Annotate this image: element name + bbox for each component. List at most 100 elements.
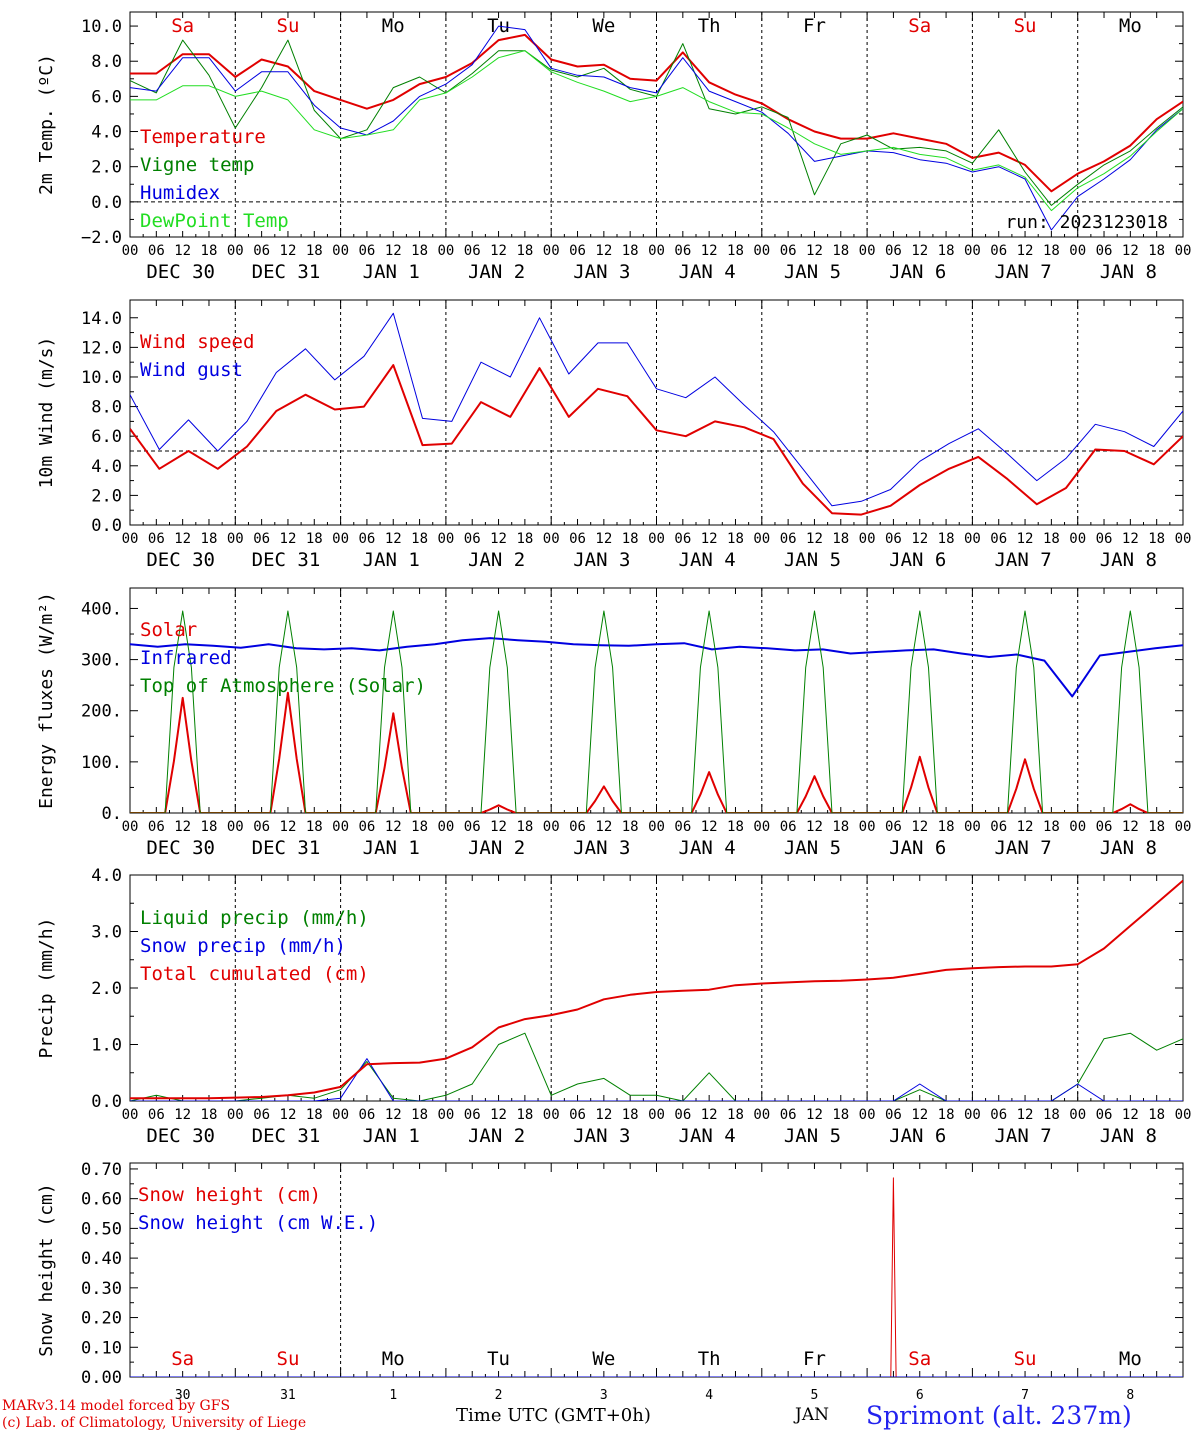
x-day-number: 3: [600, 1388, 608, 1403]
x-axis-title: Time UTC (GMT+0h): [456, 1405, 651, 1426]
x-hour-label: 12: [490, 819, 507, 835]
x-hour-label: 00: [227, 243, 244, 259]
x-hour-label: 12: [1122, 1107, 1139, 1123]
x-day-number: 2: [495, 1388, 503, 1403]
y-tick-label: 3.0: [91, 923, 122, 943]
y-tick-label: 300.: [81, 651, 122, 671]
x-hour-label: 12: [490, 243, 507, 259]
x-day-number: 5: [811, 1388, 819, 1403]
x-hour-label: 00: [859, 531, 876, 547]
y-tick-label: 10.0: [81, 368, 122, 388]
x-hour-label: 12: [701, 531, 718, 547]
x-hour-label: 00: [859, 243, 876, 259]
x-hour-label: 06: [253, 531, 270, 547]
chart-panel-5: 0.00 0.10 0.20 0.30 0.40 0.50 0.60 0.70 Snow hei…: [36, 1160, 1184, 1403]
x-date-label: JAN 8: [1100, 1125, 1157, 1147]
x-date-label: DEC 31: [252, 1125, 321, 1147]
x-hour-label: 00: [437, 531, 454, 547]
x-hour-label: 00: [122, 243, 139, 259]
x-hour-label: 12: [1017, 243, 1034, 259]
x-hour-label: 12: [911, 243, 928, 259]
x-date-label: JAN 4: [679, 837, 736, 859]
x-hour-label: 18: [516, 1107, 533, 1123]
day-of-week-label: Th: [698, 15, 721, 37]
y-tick-label: 8.0: [91, 52, 122, 72]
x-date-label: JAN 2: [468, 837, 525, 859]
legend-entry: Snow height (cm W.E.): [138, 1212, 378, 1234]
x-hour-label: 12: [1122, 531, 1139, 547]
x-hour-label: 06: [464, 1107, 481, 1123]
x-hour-label: 18: [201, 243, 218, 259]
x-hour-label: 12: [280, 243, 297, 259]
x-day-number: 31: [280, 1388, 296, 1403]
day-of-week-label: Mo: [1119, 1348, 1142, 1370]
y-tick-label: 2.0: [91, 979, 122, 999]
series-line-1: [130, 1177, 1183, 1377]
x-date-label: JAN 3: [573, 837, 630, 859]
x-hour-label: 00: [648, 243, 665, 259]
x-hour-label: 00: [332, 531, 349, 547]
series-line-1: [130, 364, 1183, 516]
x-hour-label: 06: [990, 531, 1007, 547]
series-line-1: [130, 691, 1183, 813]
x-date-label: JAN 1: [363, 837, 420, 859]
x-hour-label: 06: [569, 243, 586, 259]
x-hour-label: 18: [832, 1107, 849, 1123]
x-hour-label: 00: [227, 1107, 244, 1123]
x-hour-label: 12: [806, 819, 823, 835]
y-tick-label: 0.30: [81, 1279, 122, 1299]
chart-panel-1: −2.0 0.0 2.0 4.0 6.0 8.0 10.0 2m Temp. (ºC) 00 06…: [36, 11, 1191, 283]
x-hour-label: 06: [253, 819, 270, 835]
series-line-3: [130, 879, 1183, 1100]
x-hour-label: 12: [385, 1107, 402, 1123]
x-hour-label: 00: [859, 1107, 876, 1123]
x-hour-label: 18: [727, 531, 744, 547]
x-hour-label: 00: [543, 819, 560, 835]
x-hour-label: 00: [1069, 243, 1086, 259]
series-group: [130, 25, 1183, 231]
x-date-label: DEC 30: [146, 261, 215, 283]
x-hour-label: 06: [780, 1107, 797, 1123]
x-hour-label: 18: [306, 1107, 323, 1123]
chart-panel-2: 0.0 2.0 4.0 6.0 8.0 10.0 12.0 14.0 10m Wind (m/s…: [36, 299, 1191, 571]
legend-entry: DewPoint Temp: [140, 210, 289, 232]
x-hour-label: 00: [964, 243, 981, 259]
x-hour-label: 06: [780, 819, 797, 835]
x-date-label: JAN 4: [679, 261, 736, 283]
day-of-week-label: Th: [698, 1348, 721, 1370]
model-credit: MARv3.14 model forced by GFS (c) Lab. of…: [2, 1398, 306, 1432]
x-hour-label: 18: [411, 1107, 428, 1123]
legend-entry: Humidex: [140, 182, 220, 204]
x-hour-label: 18: [727, 819, 744, 835]
series-line-3: [130, 610, 1183, 813]
x-hour-label: 00: [543, 243, 560, 259]
y-tick-label: 14.0: [81, 309, 122, 329]
x-hour-label: 18: [938, 531, 955, 547]
x-hour-label: 18: [516, 531, 533, 547]
x-hour-label: 06: [674, 243, 691, 259]
y-tick-label: 0.70: [81, 1160, 122, 1180]
x-day-number: 1: [389, 1388, 397, 1403]
x-hour-label: 12: [174, 819, 191, 835]
x-hour-label: 18: [832, 243, 849, 259]
x-hour-label: 00: [332, 1107, 349, 1123]
legend-entry: Snow height (cm): [138, 1184, 321, 1206]
x-hour-label: 18: [201, 531, 218, 547]
y-axis-title: Precip (mm/h): [36, 918, 57, 1059]
x-date-label: JAN 8: [1100, 837, 1157, 859]
x-hour-label: 12: [280, 531, 297, 547]
x-date-label: JAN 6: [889, 261, 946, 283]
day-of-week-label: Mo: [382, 15, 405, 37]
y-tick-label: −2.0: [81, 228, 122, 248]
y-tick-label: 100.: [81, 753, 122, 773]
x-hour-label: 18: [622, 1107, 639, 1123]
x-hour-label: 18: [1148, 531, 1165, 547]
x-hour-label: 00: [1175, 1107, 1192, 1123]
x-hour-label: 00: [964, 531, 981, 547]
series-group: [130, 879, 1183, 1101]
day-of-week-label: Sa: [171, 1348, 194, 1370]
y-axis-title: Snow height (cm): [36, 1183, 57, 1356]
day-of-week-label: Fr: [803, 1348, 826, 1370]
x-hour-label: 18: [201, 1107, 218, 1123]
